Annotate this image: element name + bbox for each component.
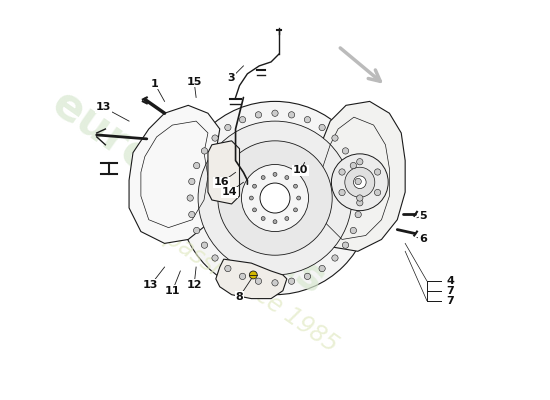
Circle shape bbox=[285, 216, 289, 220]
Circle shape bbox=[375, 169, 381, 175]
Text: 16: 16 bbox=[214, 177, 229, 187]
Circle shape bbox=[189, 178, 195, 185]
Text: 12: 12 bbox=[186, 280, 202, 290]
Text: 11: 11 bbox=[164, 286, 180, 296]
Circle shape bbox=[252, 208, 256, 212]
Circle shape bbox=[296, 196, 301, 200]
Text: 1: 1 bbox=[151, 79, 158, 89]
Text: eurocarparts: eurocarparts bbox=[43, 82, 333, 303]
Circle shape bbox=[241, 164, 309, 232]
Circle shape bbox=[189, 212, 195, 218]
Circle shape bbox=[355, 178, 361, 185]
Circle shape bbox=[198, 121, 352, 275]
Circle shape bbox=[187, 195, 194, 201]
Circle shape bbox=[288, 278, 295, 284]
Circle shape bbox=[212, 135, 218, 141]
Circle shape bbox=[273, 220, 277, 224]
Circle shape bbox=[339, 189, 345, 196]
Text: 14: 14 bbox=[222, 187, 238, 197]
Text: 7: 7 bbox=[447, 296, 454, 306]
Circle shape bbox=[285, 176, 289, 180]
Circle shape bbox=[304, 116, 311, 123]
Circle shape bbox=[212, 255, 218, 261]
Circle shape bbox=[355, 212, 361, 218]
Circle shape bbox=[201, 242, 208, 248]
Circle shape bbox=[255, 112, 262, 118]
Circle shape bbox=[272, 110, 278, 116]
Circle shape bbox=[356, 158, 363, 165]
Circle shape bbox=[218, 141, 332, 255]
Circle shape bbox=[350, 227, 356, 234]
Polygon shape bbox=[216, 259, 287, 299]
Text: 15: 15 bbox=[186, 77, 202, 87]
Text: 5: 5 bbox=[419, 211, 427, 221]
Circle shape bbox=[304, 273, 311, 280]
Circle shape bbox=[249, 196, 254, 200]
Circle shape bbox=[332, 154, 388, 211]
Circle shape bbox=[350, 162, 356, 169]
Circle shape bbox=[239, 273, 246, 280]
Circle shape bbox=[261, 216, 265, 220]
Text: since 1985: since 1985 bbox=[223, 264, 343, 357]
Circle shape bbox=[273, 172, 277, 176]
Text: 13: 13 bbox=[96, 102, 111, 112]
Circle shape bbox=[319, 265, 325, 272]
Circle shape bbox=[354, 176, 366, 188]
Text: 3: 3 bbox=[228, 73, 235, 83]
Polygon shape bbox=[208, 141, 239, 204]
Circle shape bbox=[288, 112, 295, 118]
Circle shape bbox=[272, 280, 278, 286]
Text: 7: 7 bbox=[447, 286, 454, 296]
Circle shape bbox=[294, 184, 298, 188]
Circle shape bbox=[225, 265, 231, 272]
Circle shape bbox=[319, 124, 325, 131]
Circle shape bbox=[239, 116, 246, 123]
Circle shape bbox=[255, 278, 262, 284]
Text: a passion: a passion bbox=[144, 213, 249, 297]
Text: 8: 8 bbox=[235, 292, 243, 302]
Circle shape bbox=[339, 169, 345, 175]
Circle shape bbox=[178, 101, 372, 295]
Text: 4: 4 bbox=[447, 276, 454, 286]
Text: 13: 13 bbox=[143, 280, 158, 290]
Circle shape bbox=[375, 189, 381, 196]
Circle shape bbox=[345, 167, 375, 197]
Circle shape bbox=[342, 242, 349, 248]
Circle shape bbox=[194, 162, 200, 169]
Circle shape bbox=[356, 200, 363, 206]
Text: 10: 10 bbox=[293, 166, 309, 176]
Circle shape bbox=[225, 124, 231, 131]
Text: 6: 6 bbox=[419, 234, 427, 244]
Polygon shape bbox=[315, 101, 405, 251]
Circle shape bbox=[332, 255, 338, 261]
Circle shape bbox=[201, 148, 208, 154]
Circle shape bbox=[260, 183, 290, 213]
Circle shape bbox=[261, 176, 265, 180]
Circle shape bbox=[194, 227, 200, 234]
Circle shape bbox=[249, 271, 257, 279]
Circle shape bbox=[356, 195, 363, 201]
Circle shape bbox=[252, 184, 256, 188]
Polygon shape bbox=[129, 105, 220, 243]
Circle shape bbox=[332, 135, 338, 141]
Circle shape bbox=[342, 148, 349, 154]
Circle shape bbox=[294, 208, 298, 212]
